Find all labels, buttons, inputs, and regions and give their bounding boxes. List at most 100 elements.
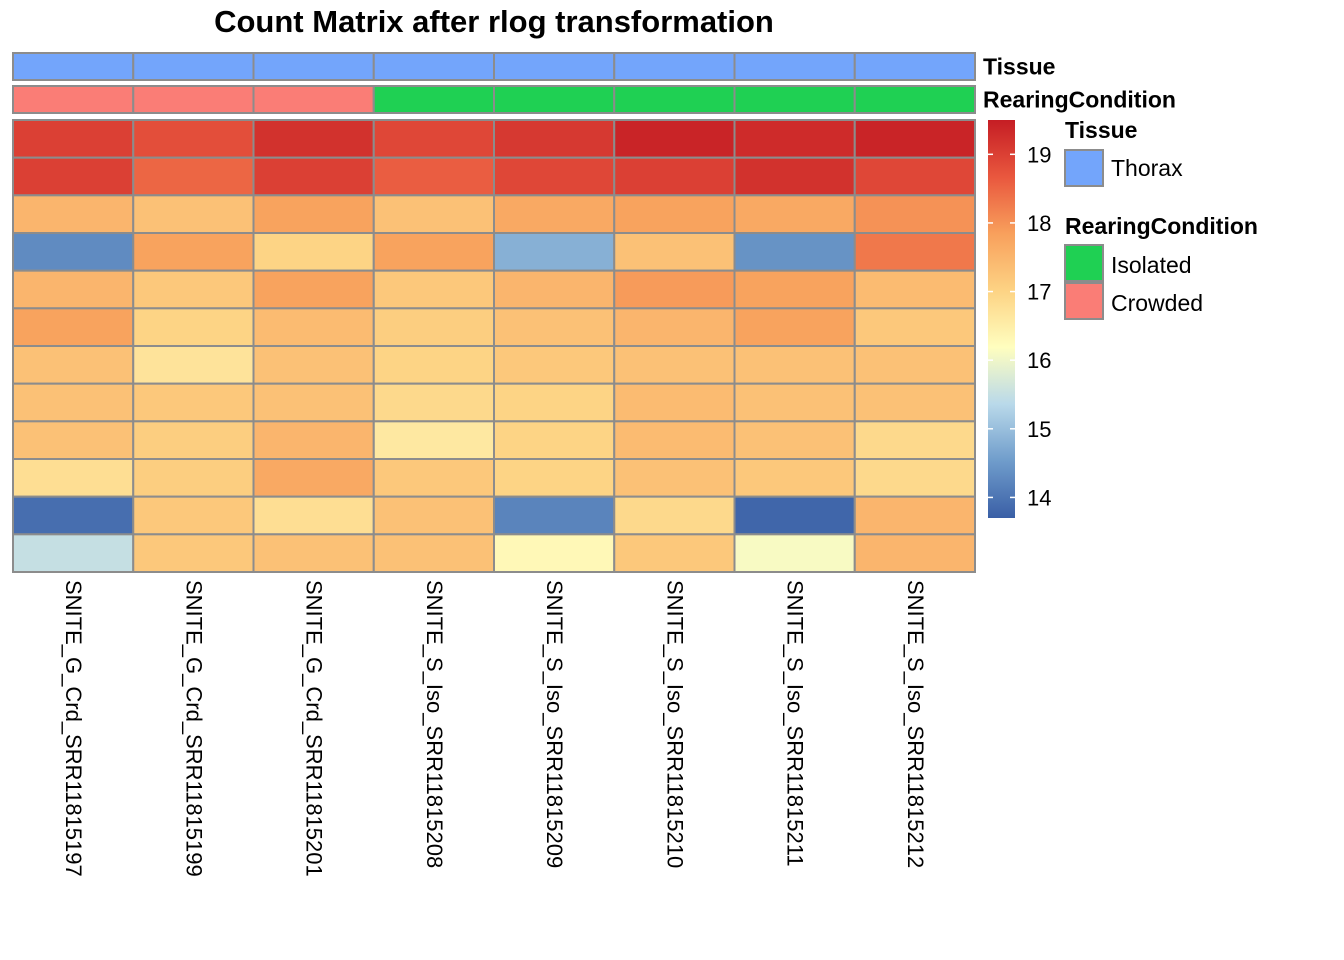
color-scale-bar xyxy=(988,120,1015,518)
heatmap-cell xyxy=(853,458,976,498)
annotation-legend: Tissue Thorax RearingCondition Isolated Crow… xyxy=(1064,117,1258,320)
heatmap-cell xyxy=(372,156,495,197)
heatmap-cell xyxy=(372,533,495,573)
annotation-cell xyxy=(252,85,375,114)
heatmap-cell xyxy=(372,307,495,348)
heatmap-cell xyxy=(853,119,976,159)
heatmap-cell xyxy=(252,495,375,536)
heatmap-cell xyxy=(132,345,255,385)
heatmap-cell xyxy=(613,269,736,310)
heatmap-cell xyxy=(252,382,375,423)
heatmap-cell xyxy=(613,382,736,423)
annotation-cell xyxy=(132,85,255,114)
scale-tick-label: 16 xyxy=(1027,348,1051,373)
heatmap-cell xyxy=(733,495,856,536)
heatmap-cell xyxy=(132,458,255,498)
heatmap-cell xyxy=(853,533,976,573)
heatmap-cell xyxy=(613,458,736,498)
annotation-cell xyxy=(372,52,495,81)
heatmap-cell xyxy=(372,495,495,536)
annotation-cell xyxy=(252,52,375,81)
column-label: SNITE_S_Iso_SRR11815209 xyxy=(542,580,567,868)
heatmap-cell xyxy=(252,420,375,461)
heatmap-cells xyxy=(12,119,976,573)
heatmap-cell xyxy=(733,119,856,159)
heatmap-cell xyxy=(493,495,616,536)
heatmap-cell xyxy=(132,232,255,272)
heatmap-cell xyxy=(12,194,135,234)
annotation-cell xyxy=(733,52,856,81)
heatmap-cell xyxy=(613,307,736,348)
heatmap-cell xyxy=(252,533,375,573)
heatmap-cell xyxy=(853,269,976,310)
column-label: SNITE_G_Crd_SRR11815199 xyxy=(181,580,206,877)
heatmap-cell xyxy=(733,194,856,234)
heatmap-cell xyxy=(12,345,135,385)
heatmap-cell xyxy=(613,156,736,197)
heatmap-cell xyxy=(252,156,375,197)
heatmap-cell xyxy=(12,382,135,423)
heatmap-cell xyxy=(493,533,616,573)
annotation-cell xyxy=(132,52,255,81)
scale-tick-label: 19 xyxy=(1027,142,1051,167)
heatmap-cell xyxy=(372,119,495,159)
heatmap-cell xyxy=(252,119,375,159)
heatmap-cell xyxy=(853,345,976,385)
heatmap-cell xyxy=(372,382,495,423)
heatmap-cell xyxy=(12,232,135,272)
heatmap-cell xyxy=(733,420,856,461)
heatmap-cell xyxy=(853,232,976,272)
scale-tick-label: 17 xyxy=(1027,280,1051,305)
column-label: SNITE_S_Iso_SRR11815212 xyxy=(903,580,928,868)
heatmap-cell xyxy=(493,307,616,348)
heatmap-cell xyxy=(132,194,255,234)
heatmap-cell xyxy=(132,495,255,536)
heatmap-cell xyxy=(493,119,616,159)
heatmap-cell xyxy=(613,420,736,461)
heatmap-cell xyxy=(12,495,135,536)
heatmap-cell xyxy=(853,495,976,536)
heatmap-cell xyxy=(252,232,375,272)
heatmap-cell xyxy=(12,533,135,573)
heatmap-cell xyxy=(12,269,135,310)
column-label: SNITE_S_Iso_SRR11815208 xyxy=(422,580,447,868)
heatmap-cell xyxy=(493,156,616,197)
column-label: SNITE_G_Crd_SRR11815201 xyxy=(302,580,327,877)
heatmap-cell xyxy=(733,232,856,272)
legend-item-label: Thorax xyxy=(1111,155,1183,181)
heatmap-cell xyxy=(252,307,375,348)
heatmap-cell xyxy=(372,345,495,385)
heatmap-cell xyxy=(853,420,976,461)
heatmap-cell xyxy=(132,382,255,423)
legend-swatch xyxy=(1064,244,1104,282)
heatmap-cell xyxy=(493,382,616,423)
color-scale-legend: 14 15 16 17 18 19 xyxy=(988,120,1051,518)
heatmap-cell xyxy=(853,194,976,234)
annotation-cell xyxy=(493,52,616,81)
heatmap-cell xyxy=(733,307,856,348)
heatmap-cell xyxy=(252,345,375,385)
legend-item-label: Isolated xyxy=(1111,252,1192,278)
legend-title-tissue: Tissue xyxy=(1065,117,1137,143)
heatmap-cell xyxy=(372,232,495,272)
scale-tick-label: 14 xyxy=(1027,485,1051,510)
column-label: SNITE_S_Iso_SRR11815211 xyxy=(783,580,808,867)
heatmap-cell xyxy=(132,119,255,159)
heatmap-cell xyxy=(12,119,135,159)
annotation-tracks: Tissue RearingCondition xyxy=(12,52,1176,114)
annotation-track-label: Tissue xyxy=(983,54,1055,80)
heatmap-cell xyxy=(613,345,736,385)
heatmap-cell xyxy=(12,156,135,197)
heatmap-cell xyxy=(613,232,736,272)
heatmap-cell xyxy=(493,420,616,461)
heatmap-cell xyxy=(132,420,255,461)
heatmap-cell xyxy=(132,269,255,310)
heatmap-cell xyxy=(733,533,856,573)
annotation-cell xyxy=(12,85,135,114)
heatmap-cell xyxy=(613,495,736,536)
heatmap-cell xyxy=(733,269,856,310)
annotation-cell xyxy=(493,85,616,114)
annotation-cell xyxy=(733,85,856,114)
legend-item-label: Crowded xyxy=(1111,290,1203,316)
heatmap-cell xyxy=(613,119,736,159)
